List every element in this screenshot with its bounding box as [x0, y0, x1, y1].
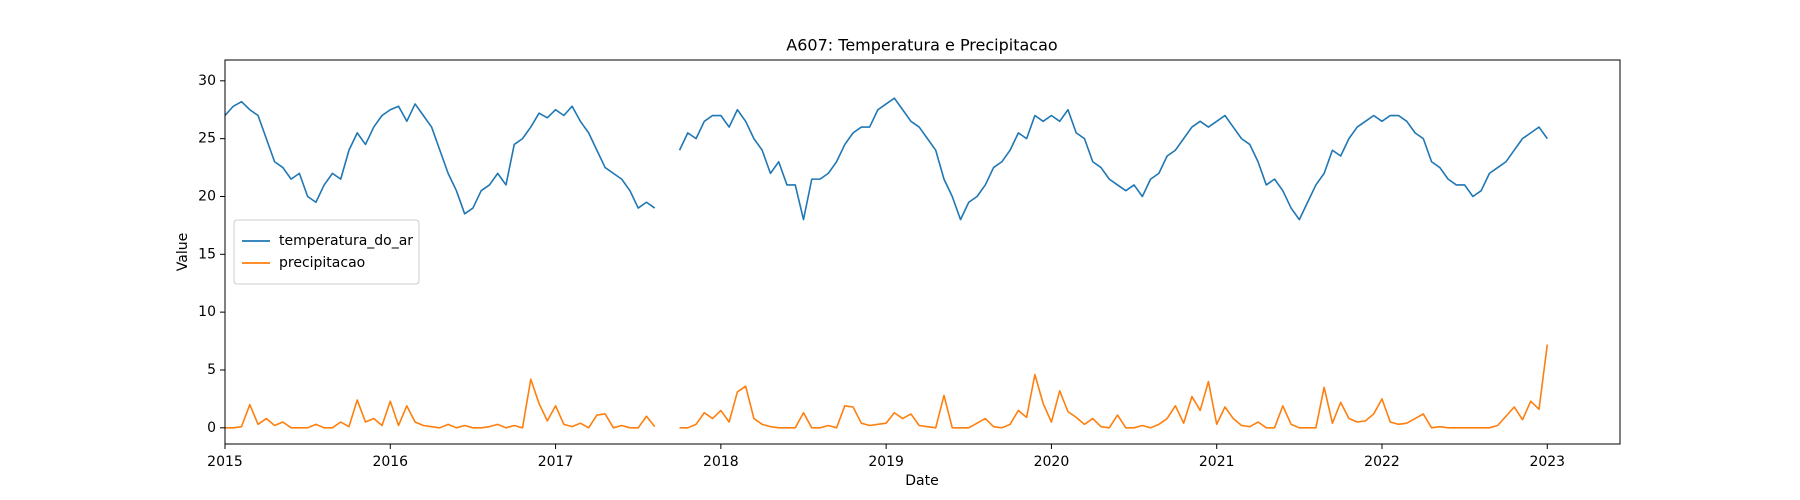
y-tick-label: 0 — [207, 420, 216, 436]
x-tick-label: 2017 — [538, 454, 574, 470]
x-tick-label: 2021 — [1199, 454, 1235, 470]
y-tick-label: 15 — [198, 246, 216, 262]
legend-label: temperatura_do_ar — [279, 233, 413, 249]
y-tick-label: 5 — [207, 362, 216, 378]
y-tick-label: 20 — [198, 188, 216, 204]
y-axis-label: Value — [175, 233, 191, 271]
x-tick-label: 2019 — [868, 454, 904, 470]
x-tick-label: 2018 — [703, 454, 739, 470]
x-tick-label: 2022 — [1364, 454, 1400, 470]
plot-frame — [224, 59, 1621, 445]
y-tick-label: 25 — [198, 131, 216, 147]
series-line — [225, 344, 1549, 429]
y-tick-label: 10 — [198, 304, 216, 320]
y-tick-label: 30 — [198, 73, 216, 89]
legend-frame — [233, 219, 420, 285]
x-tick-label: 2023 — [1529, 454, 1565, 470]
x-axis-label: Date — [905, 473, 938, 489]
x-tick-label: 2015 — [207, 454, 243, 470]
x-tick-label: 2016 — [372, 454, 408, 470]
chart-title: A607: Temperatura e Precipitacao — [786, 36, 1057, 55]
series-line — [224, 97, 1548, 221]
legend-label: precipitacao — [279, 255, 365, 271]
x-tick-label: 2020 — [1034, 454, 1070, 470]
